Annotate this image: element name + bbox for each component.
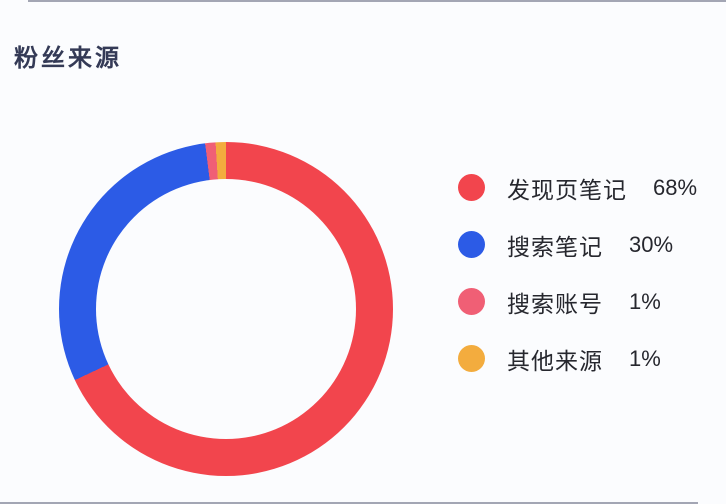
legend-item-other-source[interactable]: 其他来源 1% [458,345,697,374]
chart-legend: 发现页笔记 68% 搜索笔记 30% 搜索账号 1% 其他来源 1% [458,174,698,374]
legend-label: 其他来源 [507,347,603,374]
legend-label: 搜索账号 [507,290,603,317]
donut-hole [96,179,356,439]
legend-item-discovery-notes[interactable]: 发现页笔记 68% [458,174,698,203]
legend-swatch [458,288,485,315]
legend-swatch [458,231,485,258]
legend-value: 1% [629,288,661,314]
bottom-edge-divider [0,502,698,504]
legend-swatch [458,345,485,372]
legend-item-search-account[interactable]: 搜索账号 1% [458,288,697,317]
donut-ring[interactable] [59,142,393,476]
legend-label: 搜索笔记 [507,233,603,260]
legend-swatch [458,174,485,201]
chart-title: 粉丝来源 [14,45,122,72]
legend-value: 30% [629,231,674,257]
legend-value: 68% [653,174,698,200]
top-edge-divider [28,0,726,2]
legend-value: 1% [629,345,661,371]
legend-item-search-notes[interactable]: 搜索笔记 30% [458,231,697,260]
legend-label: 发现页笔记 [507,176,627,203]
